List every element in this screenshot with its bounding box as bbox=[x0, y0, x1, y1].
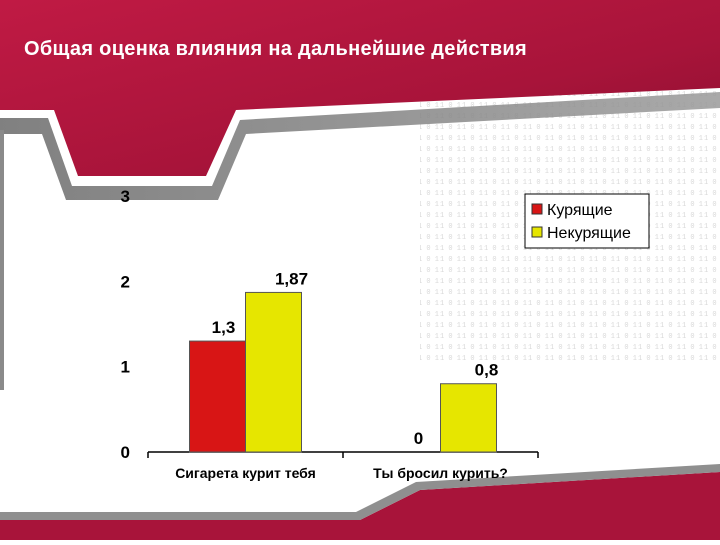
bottom-banner bbox=[0, 472, 720, 540]
slide-title: Общая оценка влияния на дальнейшие дейст… bbox=[24, 38, 527, 60]
legend-label: Курящие bbox=[547, 202, 613, 219]
bar bbox=[440, 383, 497, 453]
bar bbox=[245, 291, 302, 453]
y-tick-label: 2 bbox=[121, 272, 130, 291]
data-label: 1,3 bbox=[212, 318, 236, 337]
data-label: 1,87 bbox=[275, 269, 308, 288]
legend-swatch bbox=[531, 203, 543, 215]
left-edge-accent bbox=[0, 130, 4, 390]
y-tick-label: 0 bbox=[121, 443, 130, 462]
legend-box bbox=[524, 193, 650, 249]
red-banner bbox=[0, 0, 720, 176]
y-tick-label: 1 bbox=[121, 358, 130, 377]
data-label: 0,8 bbox=[475, 361, 499, 380]
bottom-stripe bbox=[0, 464, 720, 520]
x-tick-label: Ты бросил курить? bbox=[373, 465, 508, 481]
data-label: 0 bbox=[414, 429, 423, 448]
grey-stripe bbox=[0, 92, 720, 200]
legend-label: Некурящие bbox=[547, 225, 631, 242]
y-tick-label: 3 bbox=[121, 187, 130, 206]
legend-swatch bbox=[531, 226, 543, 238]
x-tick-label: Сигарета курит тебя bbox=[175, 465, 316, 481]
bar bbox=[189, 340, 246, 453]
